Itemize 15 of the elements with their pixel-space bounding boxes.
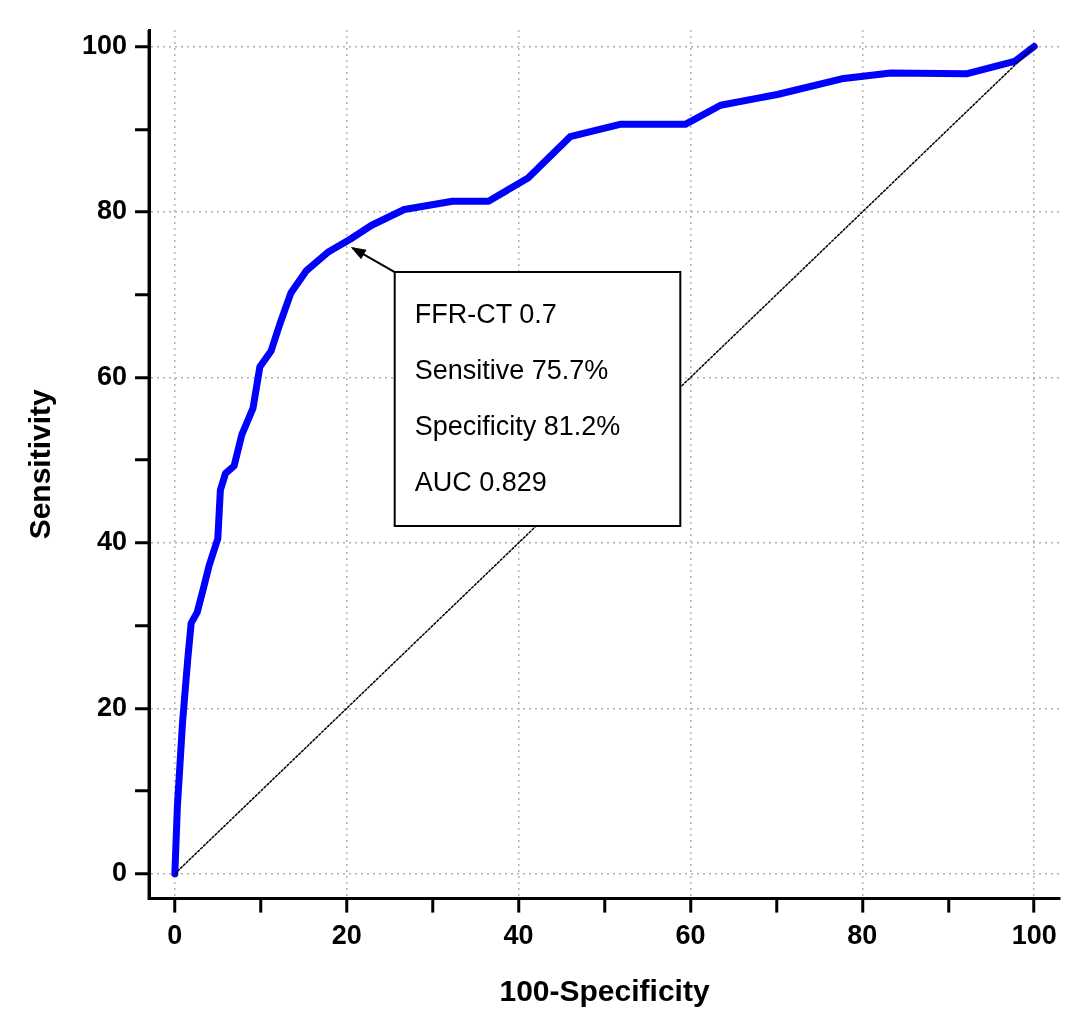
annotation: FFR-CT 0.7 Sensitive 75.7% Specificity 81.2% AUC 0.829 <box>414 298 621 497</box>
x-tick-label: 60 <box>675 920 706 951</box>
x-axis-title: 100-Specificity <box>499 974 710 1008</box>
x-tick-label: 20 <box>331 920 362 951</box>
x-tick-label: 0 <box>167 920 183 951</box>
x-tick-label: 40 <box>503 920 534 951</box>
y-axis-title: Sensitivity <box>23 388 57 540</box>
y-tick-label: 20 <box>97 691 128 722</box>
y-tick-label: 40 <box>97 526 128 557</box>
y-tick-label: 60 <box>97 360 128 391</box>
y-tick-label: 0 <box>112 857 128 888</box>
x-tick-label: 80 <box>847 920 878 951</box>
y-tick-label: 80 <box>97 195 128 226</box>
y-tick-label: 100 <box>81 30 128 60</box>
x-tick-label: 100 <box>1011 920 1057 951</box>
